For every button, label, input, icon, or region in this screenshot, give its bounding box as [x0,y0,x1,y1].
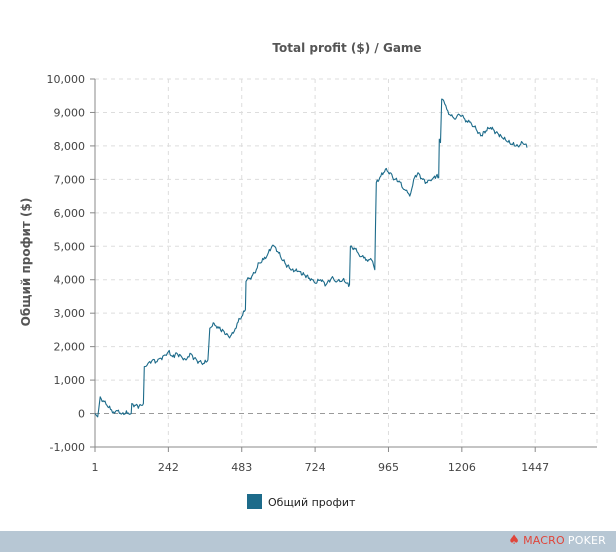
series-layer [94,98,528,418]
spade-icon: ♠ [508,533,521,548]
x-tick-label: 242 [158,461,179,474]
legend-swatch [247,494,262,509]
y-tick-label: 3,000 [54,307,86,320]
y-tick-label: 1,000 [54,374,86,387]
x-tick-label: 724 [305,461,326,474]
y-tick-label: -1,000 [50,441,85,454]
y-tick-label: 5,000 [54,240,86,253]
axes [90,78,597,452]
x-tick-label: 1 [92,461,99,474]
y-tick-label: 10,000 [47,73,86,86]
y-tick-label: 8,000 [54,140,86,153]
chart-title: Total profit ($) / Game [272,41,421,55]
grid-lines [95,78,598,448]
y-tick-label: 6,000 [54,207,86,220]
brand-logo[interactable]: ♠ MACRO POKER [508,534,606,547]
y-tick-label: 2,000 [54,341,86,354]
legend-label: Общий профит [268,496,356,509]
x-tick-label: 1206 [448,461,476,474]
footer-bar: ♠ MACRO POKER [0,531,616,552]
x-tick-labels: 1 242 483 724 965 1206 1447 [92,461,550,474]
y-tick-labels: -1,000 0 1,000 2,000 3,000 4,000 5,000 6,000 7,0… [47,73,86,454]
y-tick-label: 0 [78,408,85,421]
x-tick-label: 965 [378,461,399,474]
y-tick-label: 7,000 [54,173,86,186]
brand-text-macro: MACRO [523,534,565,547]
chart-svg: Total profit ($) / Game Общий профит ($)… [19,41,598,509]
y-tick-label: 4,000 [54,274,86,287]
x-tick-label: 1447 [521,461,549,474]
y-tick-label: 9,000 [54,106,86,119]
y-axis-label: Общий профит ($) [19,198,33,327]
brand-text-poker: POKER [567,534,606,547]
x-tick-label: 483 [231,461,252,474]
legend[interactable]: Общий профит [247,494,356,509]
series-line[interactable] [94,98,528,418]
